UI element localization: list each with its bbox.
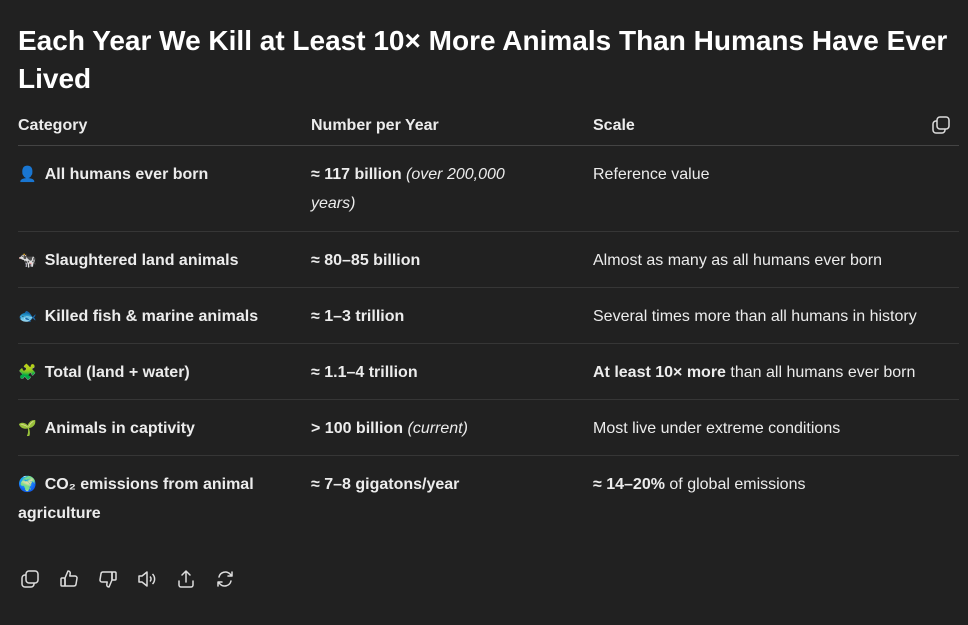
number-value: ≈ 80–85 billion: [311, 252, 421, 269]
number-cell: ≈ 1–3 trillion: [311, 302, 531, 331]
table-row: 🧩 Total (land + water) ≈ 1.1–4 trillion At …: [18, 344, 959, 400]
scale-cell: At least 10× more than all humans ever b…: [593, 358, 959, 387]
number-value: ≈ 1.1–4 trillion: [311, 364, 418, 381]
number-note: (over 200,000 years): [311, 166, 505, 212]
category-label: Animals in captivity: [44, 420, 195, 437]
table-header: Category Number per Year Scale: [18, 110, 959, 146]
category-cell: 🐄 Slaughtered land animals: [18, 246, 303, 275]
header-category: Category: [18, 117, 88, 134]
data-table: Category Number per Year Scale 👤 All huma…: [18, 110, 959, 541]
scale-cell: Most live under extreme conditions: [593, 414, 959, 443]
category-emoji-icon: 🌍: [18, 475, 37, 493]
header-number: Number per Year: [311, 117, 439, 134]
category-emoji-icon: 🌱: [18, 419, 37, 437]
number-value: ≈ 117 billion: [311, 166, 402, 183]
scale-cell: Reference value: [593, 160, 959, 189]
category-label: All humans ever born: [44, 166, 209, 183]
category-cell: 🧩 Total (land + water): [18, 358, 303, 387]
category-emoji-icon: 🐄: [18, 251, 37, 269]
number-cell: ≈ 80–85 billion: [311, 246, 531, 275]
scale-text: Almost as many as all humans ever born: [593, 252, 883, 269]
scale-cell: Several times more than all humans in hi…: [593, 302, 959, 331]
table-row: 🐄 Slaughtered land animals ≈ 80–85 billion…: [18, 232, 959, 288]
number-value: ≈ 7–8 gigatons/year: [311, 476, 460, 493]
scale-text: Several times more than all humans in hi…: [593, 308, 917, 325]
category-cell: 🌍 CO₂ emissions from animal agriculture: [18, 470, 303, 528]
category-emoji-icon: 🧩: [18, 363, 37, 381]
scale-text: than all humans ever born: [730, 364, 916, 381]
number-note: (current): [407, 420, 468, 437]
copy-icon[interactable]: [20, 569, 40, 589]
category-cell: 🌱 Animals in captivity: [18, 414, 303, 443]
scale-emphasis: ≈ 14–20%: [593, 476, 665, 493]
category-emoji-icon: 👤: [18, 165, 37, 183]
thumbs-down-icon[interactable]: [98, 569, 118, 589]
copy-icon[interactable]: [931, 115, 951, 135]
category-emoji-icon: 🐟: [18, 307, 37, 325]
category-label: Total (land + water): [44, 364, 190, 381]
category-label: Killed fish & marine animals: [44, 308, 259, 325]
scale-cell: Almost as many as all humans ever born: [593, 246, 959, 275]
category-label: Slaughtered land animals: [44, 252, 239, 269]
speaker-icon[interactable]: [137, 569, 157, 589]
regenerate-icon[interactable]: [215, 569, 235, 589]
scale-cell: ≈ 14–20% of global emissions: [593, 470, 959, 499]
table-row: 🌱 Animals in captivity > 100 billion (curr…: [18, 400, 959, 456]
scale-text: Most live under extreme conditions: [593, 420, 841, 437]
share-icon[interactable]: [176, 569, 196, 589]
table-row: 👤 All humans ever born ≈ 117 billion (over…: [18, 146, 959, 232]
category-label: CO₂ emissions from animal agriculture: [18, 476, 254, 522]
number-value: > 100 billion: [311, 420, 404, 437]
page-title: Each Year We Kill at Least 10× More Anim…: [18, 25, 948, 94]
number-cell: > 100 billion (current): [311, 414, 531, 443]
number-cell: ≈ 7–8 gigatons/year: [311, 470, 531, 499]
number-cell: ≈ 1.1–4 trillion: [311, 358, 531, 387]
table-row: 🐟 Killed fish & marine animals ≈ 1–3 trill…: [18, 288, 959, 344]
scale-text: Reference value: [593, 166, 710, 183]
scale-emphasis: At least 10× more: [593, 364, 726, 381]
scale-text: of global emissions: [669, 476, 806, 493]
number-value: ≈ 1–3 trillion: [311, 308, 405, 325]
category-cell: 👤 All humans ever born: [18, 160, 303, 189]
category-cell: 🐟 Killed fish & marine animals: [18, 302, 303, 331]
table-row: 🌍 CO₂ emissions from animal agriculture ≈ …: [18, 456, 959, 541]
thumbs-up-icon[interactable]: [59, 569, 79, 589]
message-actions: [20, 569, 235, 589]
header-scale: Scale: [593, 117, 635, 134]
number-cell: ≈ 117 billion (over 200,000 years): [311, 160, 531, 218]
